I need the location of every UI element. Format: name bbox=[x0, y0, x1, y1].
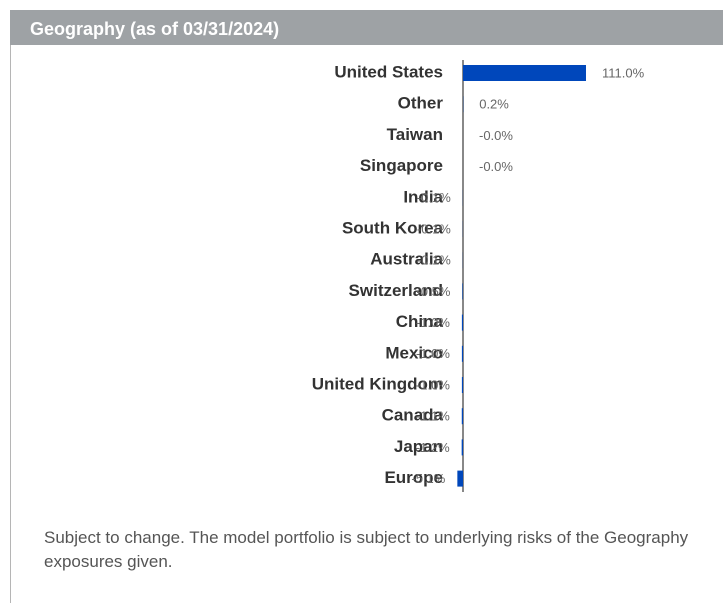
chart-title: Geography (as of 03/31/2024) bbox=[30, 19, 279, 39]
value-label: -1.1% bbox=[416, 409, 450, 424]
value-label: -1.0% bbox=[416, 315, 450, 330]
value-label: 0.2% bbox=[479, 97, 509, 112]
category-label: Canada bbox=[382, 406, 444, 425]
value-label: -0.5% bbox=[416, 284, 450, 299]
header-bar bbox=[10, 10, 723, 45]
bar bbox=[461, 345, 463, 362]
bar bbox=[457, 470, 463, 487]
value-label: -0.0% bbox=[479, 128, 513, 143]
category-label: United Kingdom bbox=[312, 374, 443, 393]
value-label: -0.0% bbox=[479, 159, 513, 174]
footnote: Subject to change. The model portfolio i… bbox=[44, 528, 689, 571]
bar bbox=[461, 408, 463, 425]
category-label: Mexico bbox=[385, 343, 443, 362]
category-label: Taiwan bbox=[387, 125, 443, 144]
category-label: Singapore bbox=[360, 156, 443, 175]
value-label: -0.1% bbox=[417, 190, 451, 205]
category-label: Australia bbox=[370, 250, 443, 269]
bar bbox=[461, 439, 463, 456]
bar bbox=[462, 283, 463, 300]
value-label: -1.2% bbox=[416, 440, 450, 455]
value-label: -5.1% bbox=[411, 471, 445, 486]
category-label: Europe bbox=[384, 468, 443, 487]
category-label: South Korea bbox=[342, 218, 444, 237]
category-label: India bbox=[403, 187, 443, 206]
value-label: -1.0% bbox=[416, 377, 450, 392]
value-label: -1.0% bbox=[416, 346, 450, 361]
category-label: United States bbox=[334, 62, 443, 81]
category-label: China bbox=[396, 312, 444, 331]
value-label: 111.0% bbox=[602, 65, 645, 80]
category-label: Japan bbox=[394, 437, 443, 456]
category-label: Switzerland bbox=[349, 281, 443, 300]
category-label: Other bbox=[398, 94, 444, 113]
value-label: -0.1% bbox=[417, 221, 451, 236]
bar bbox=[461, 314, 463, 331]
bar bbox=[461, 377, 463, 393]
bar bbox=[463, 65, 586, 81]
value-label: -0.1% bbox=[417, 253, 451, 268]
